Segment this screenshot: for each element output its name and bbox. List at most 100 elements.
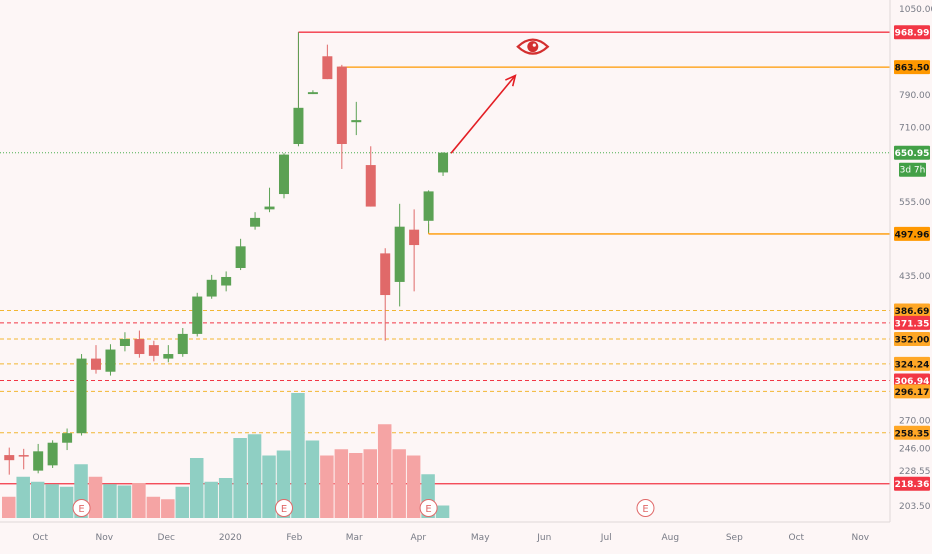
- earnings-marker[interactable]: E: [274, 499, 293, 517]
- eye-glint: [532, 43, 536, 47]
- earnings-marker-label: E: [425, 504, 431, 515]
- candle-body[interactable]: [438, 152, 449, 173]
- candle-body[interactable]: [91, 358, 102, 370]
- eye-outline: [516, 38, 550, 55]
- candle-body[interactable]: [163, 354, 174, 359]
- earnings-marker-circle: [72, 499, 91, 517]
- time-tick-label: Sep: [726, 533, 743, 543]
- volume-bar: [334, 449, 349, 518]
- volume-bar: [305, 440, 320, 518]
- candle-body[interactable]: [278, 154, 289, 195]
- volume-bar: [349, 453, 363, 518]
- candle-body[interactable]: [264, 206, 275, 210]
- volume-bar: [233, 438, 247, 518]
- candle-body[interactable]: [148, 345, 159, 356]
- candle-body[interactable]: [423, 191, 434, 221]
- volume-bar: [218, 478, 233, 518]
- price-tick-label: 246.00: [899, 445, 931, 455]
- candle-body[interactable]: [4, 455, 15, 461]
- price-tick-label: 1050.00: [899, 5, 932, 15]
- candle-body[interactable]: [409, 229, 420, 246]
- earnings-marker[interactable]: E: [72, 499, 91, 517]
- countdown-label: 3d 7h: [900, 166, 926, 176]
- level-label-968.99: 968.99: [894, 25, 930, 40]
- level-label-bg: [894, 373, 930, 388]
- level-label-258.35: 258.35: [894, 425, 930, 440]
- time-tick-label: 2020: [219, 533, 242, 543]
- time-axis[interactable]: Oct Nov Dec 2020 Feb Mar Apr May Jun Jul Aug Sep Oct…: [0, 521, 932, 550]
- time-tick-label: Nov: [852, 533, 870, 543]
- volume-bar: [291, 393, 305, 518]
- candle-body[interactable]: [134, 339, 145, 355]
- level-label-bg: [894, 356, 930, 371]
- level-label-text: 386.69: [895, 307, 930, 317]
- candle-body[interactable]: [192, 296, 203, 334]
- price-axis[interactable]: 1050.00 790.00 710.00 555.00 435.00 270.00 246…: [889, 0, 932, 550]
- level-label-text: 306.94: [895, 377, 930, 387]
- level-label-bg: [894, 332, 930, 347]
- level-label-text: 863.50: [895, 64, 930, 74]
- level-label-306.94: 306.94: [894, 373, 930, 388]
- time-tick-label: Aug: [661, 533, 679, 543]
- level-label-text: 324.24: [895, 360, 930, 370]
- candle-body[interactable]: [250, 217, 261, 227]
- earnings-marker[interactable]: E: [636, 499, 655, 517]
- candle-body[interactable]: [365, 165, 376, 207]
- annotations-layer: [450, 38, 550, 154]
- candle-body[interactable]: [307, 92, 318, 95]
- volume-bar: [59, 486, 74, 518]
- level-label-bg: [894, 226, 930, 241]
- volume-bar: [204, 481, 218, 518]
- time-tick-label: Dec: [158, 533, 175, 543]
- time-tick-label: Apr: [410, 533, 426, 543]
- time-tick-label: Oct: [32, 533, 48, 543]
- candle-body[interactable]: [351, 120, 362, 123]
- volume-bar: [16, 476, 30, 518]
- candle-body[interactable]: [394, 226, 405, 282]
- candle-body[interactable]: [76, 358, 87, 434]
- candle-body[interactable]: [62, 433, 73, 443]
- candle-body[interactable]: [322, 56, 333, 80]
- candle-body[interactable]: [105, 349, 116, 372]
- volume-bar: [247, 434, 262, 518]
- level-label-497.96: 497.96: [894, 226, 930, 241]
- level-label-bg: [894, 60, 930, 75]
- candle-body[interactable]: [293, 107, 304, 145]
- level-label-863.50: 863.50: [894, 60, 930, 75]
- time-tick-label: Jun: [536, 533, 551, 543]
- earnings-marker-label: E: [78, 504, 84, 515]
- candle-body[interactable]: [336, 66, 347, 145]
- volume-layer: [2, 393, 450, 518]
- level-label-386.69: 386.69: [894, 303, 930, 318]
- level-label-296.17: 296.17: [894, 384, 930, 399]
- time-tick-label: Feb: [286, 533, 302, 543]
- price-levels-layer: [0, 31, 890, 485]
- price-tick-label: 555.00: [899, 198, 931, 208]
- candle-body[interactable]: [47, 442, 58, 466]
- volume-bar: [117, 485, 132, 518]
- candle-body[interactable]: [221, 276, 232, 286]
- candle-body[interactable]: [33, 451, 44, 471]
- earnings-marker[interactable]: E: [419, 499, 438, 517]
- candle-body[interactable]: [119, 339, 130, 346]
- level-label-bg: [894, 315, 930, 330]
- candle-body[interactable]: [177, 333, 188, 355]
- earnings-marker-circle: [419, 499, 438, 517]
- level-label-352.00: 352.00: [894, 332, 930, 347]
- earnings-marker-circle: [274, 499, 293, 517]
- time-tick-label: Mar: [346, 533, 363, 543]
- level-label-text: 296.17: [895, 388, 930, 398]
- volume-bar: [363, 449, 377, 518]
- volume-bar: [392, 449, 406, 518]
- time-axis-bg: [0, 522, 932, 550]
- volume-bar: [2, 496, 16, 518]
- price-tick-label: 435.00: [899, 272, 931, 282]
- candle-body[interactable]: [235, 246, 246, 268]
- volume-bar: [406, 455, 421, 518]
- candle-body[interactable]: [380, 253, 391, 296]
- candle-body[interactable]: [206, 279, 217, 297]
- level-label-bg: [894, 25, 930, 40]
- candle-body[interactable]: [18, 455, 29, 457]
